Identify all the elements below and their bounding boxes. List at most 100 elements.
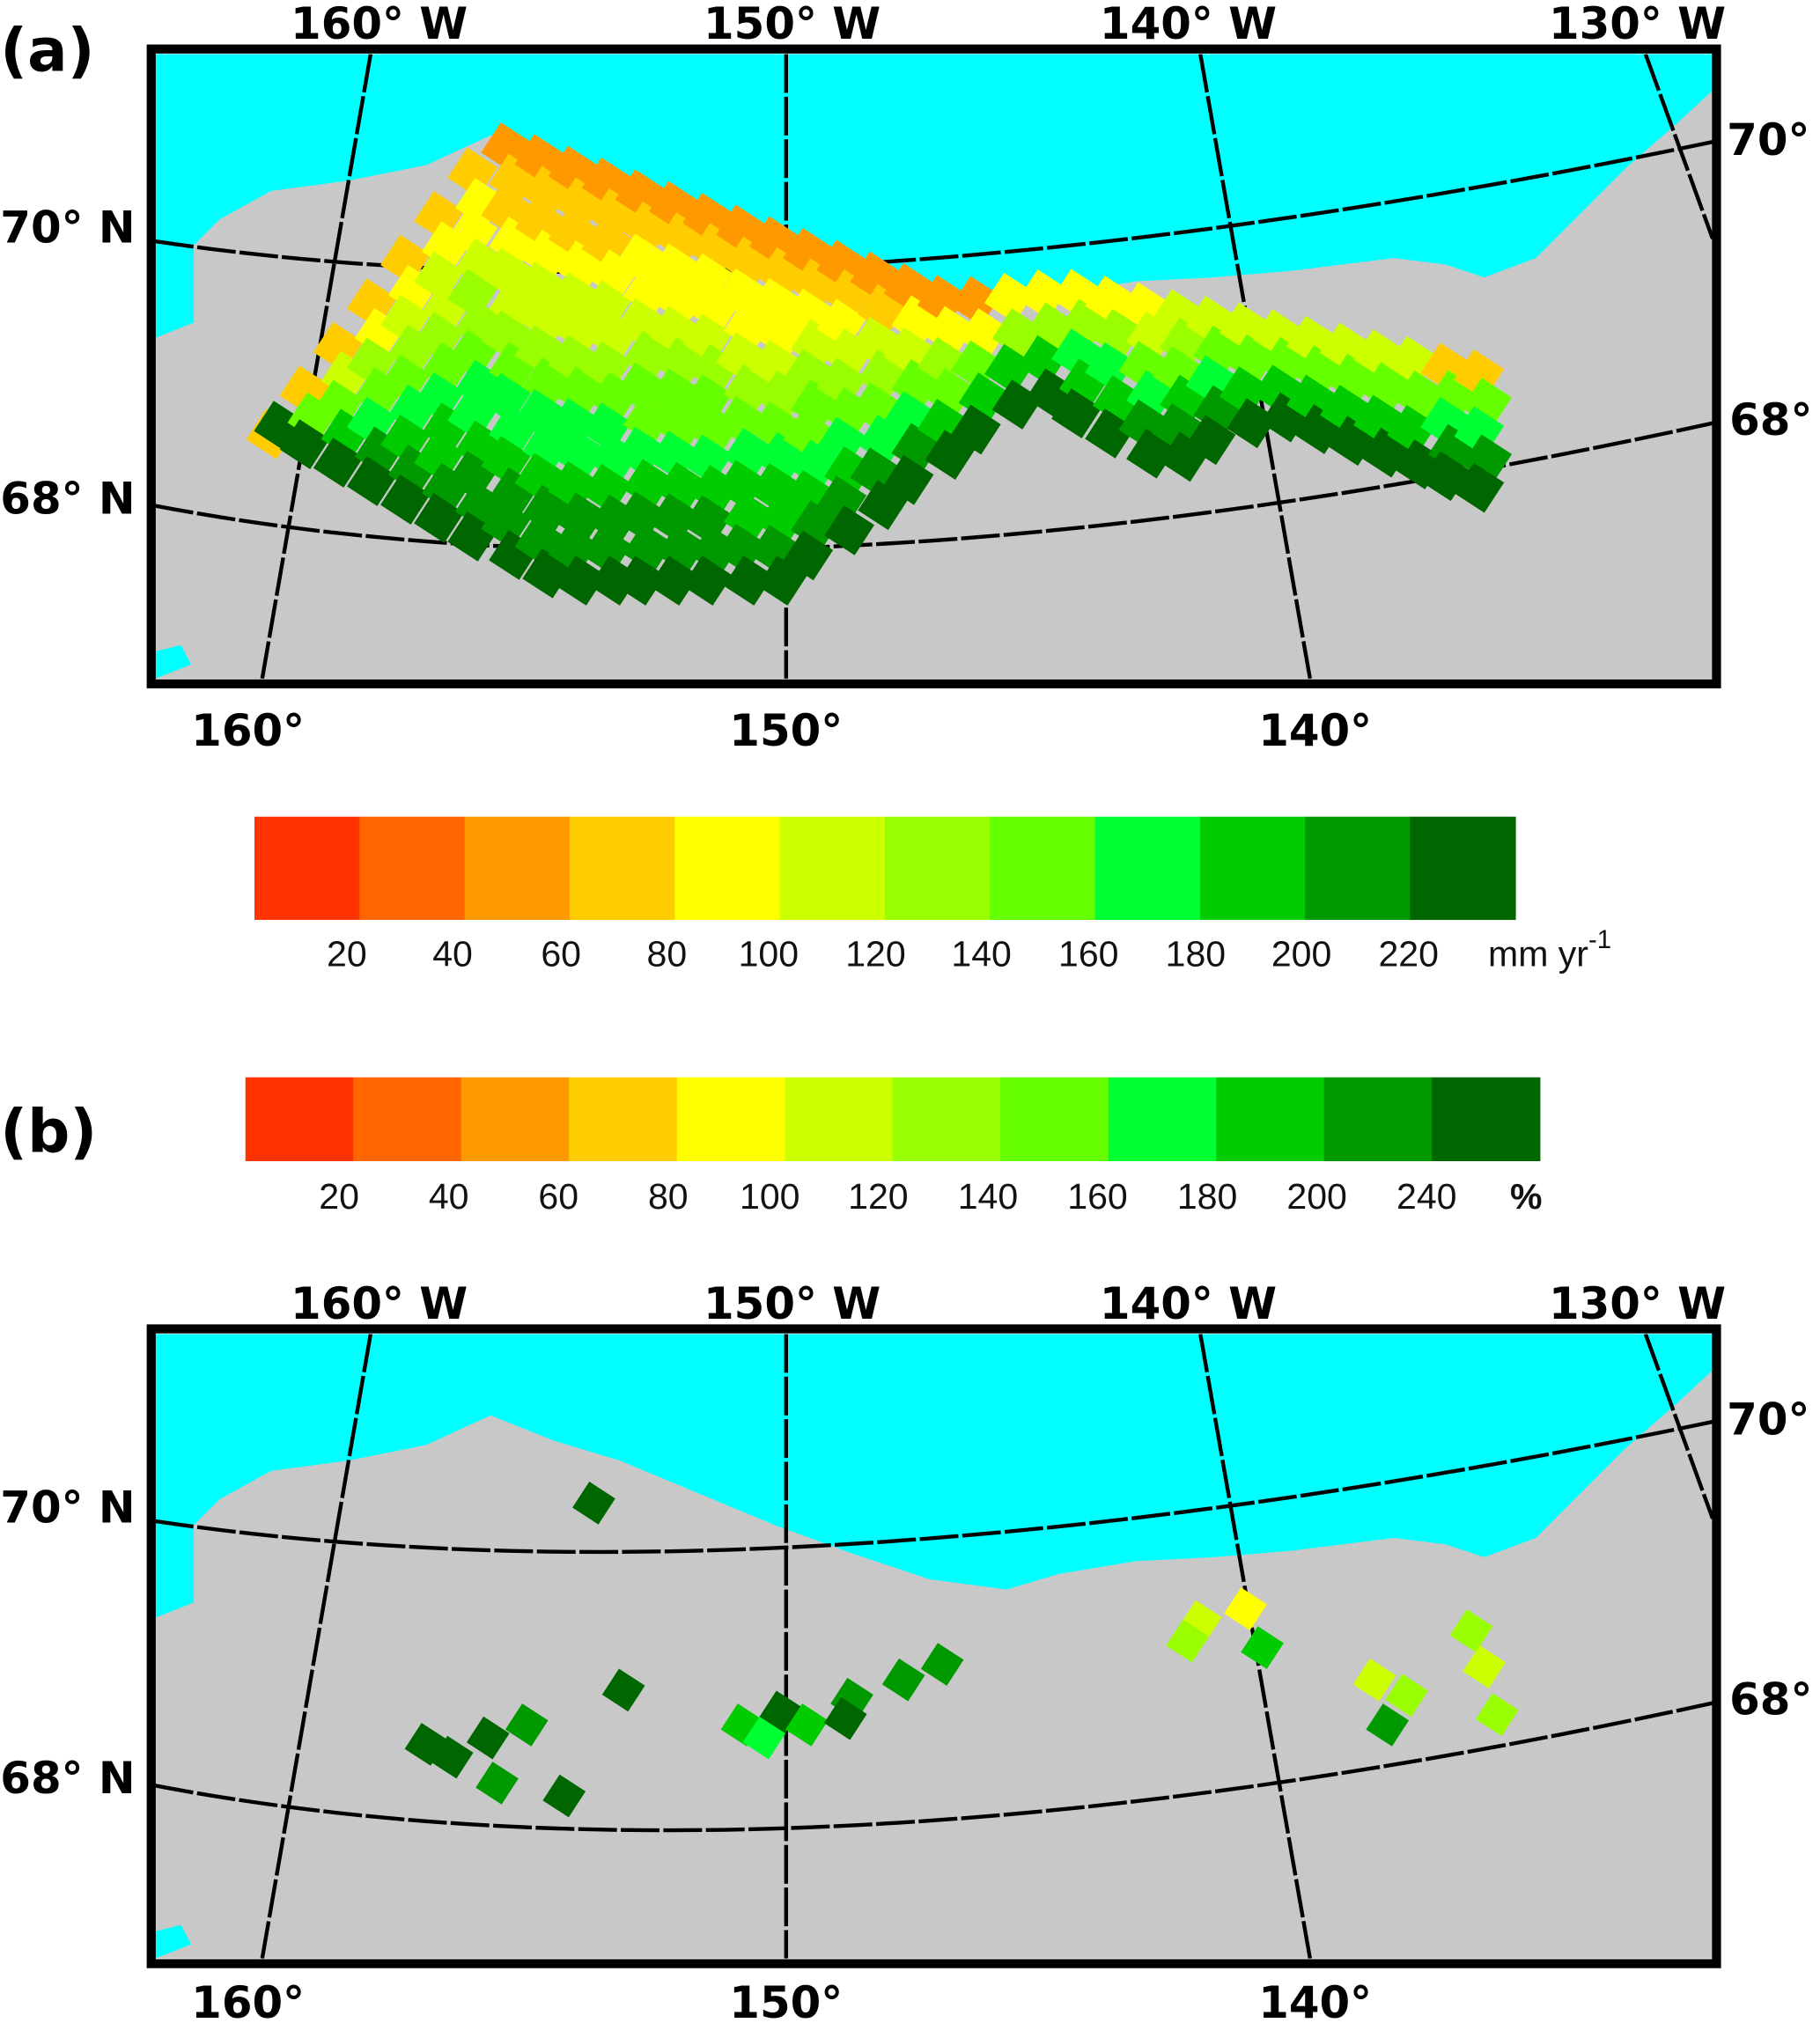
grid-cell (1385, 1674, 1429, 1718)
grid-cell (414, 493, 464, 543)
grid-cell (601, 1668, 645, 1712)
grid-cell (648, 430, 699, 482)
cb-a-tick: 220 (1378, 934, 1438, 975)
parallel-70n (155, 1419, 1713, 1555)
grid-cell (648, 555, 699, 606)
panel-b-label: (b) (0, 1097, 97, 1166)
colorbar-swatch (1410, 816, 1516, 920)
grid-cell (481, 436, 532, 486)
lat-right-68: 68° (1729, 1674, 1812, 1725)
grid-cell (950, 340, 1001, 391)
colorbar-swatch (884, 816, 991, 920)
cb-b-unit: % (1510, 1176, 1542, 1217)
lon-bottom-140: 140° (1258, 705, 1372, 756)
cb-a-tick: 180 (1166, 934, 1226, 975)
parallel-68n (155, 1701, 1713, 1833)
panel-a-label: (a) (0, 16, 94, 85)
grid-cell (313, 438, 364, 488)
grid-cell (984, 272, 1035, 323)
grid-cell (950, 276, 1001, 327)
grid-cell (1241, 1626, 1284, 1669)
ocean (155, 54, 1713, 338)
cb-a-tick: 140 (951, 934, 1011, 975)
colorbar-b (245, 1077, 1541, 1162)
panel-a-axis-labels: 160° W 150° W 140° W 130° W 160° 150° 14… (0, 0, 1812, 756)
lon-bottom-150: 150° (729, 705, 843, 756)
colorbar-swatch (892, 1077, 1001, 1162)
colorbar-a-ticks: 20 40 60 80 100 120 140 160 180 200 220 … (327, 925, 1611, 975)
meridian-130w (1643, 54, 1713, 239)
colorbar-swatch (1432, 1077, 1541, 1162)
cb-a-tick: 60 (541, 934, 581, 975)
colorbar-swatch (785, 1077, 894, 1162)
lon-bottom-140: 140° (1258, 1977, 1372, 2023)
panel-b-map (146, 1324, 1721, 1968)
grid-cell (881, 1658, 925, 1702)
cb-a-tick: 80 (647, 934, 688, 975)
cb-b-tick: 200 (1286, 1176, 1346, 1217)
grid-cell (785, 1703, 829, 1747)
map-frame (146, 44, 1721, 688)
lat-right-70: 70° (1727, 114, 1809, 166)
land-east (1471, 1422, 1713, 1629)
grid-cell (1224, 1587, 1267, 1630)
cb-b-tick: 60 (538, 1176, 578, 1217)
grid-cell (572, 1482, 615, 1525)
cb-b-tick: 160 (1067, 1176, 1127, 1217)
grid-cell (991, 379, 1043, 430)
grid-cell (615, 426, 666, 477)
grid-cell (466, 1716, 510, 1760)
lon-bottom-160: 160° (191, 1977, 305, 2023)
lon-bottom-150: 150° (729, 1977, 843, 2023)
land-east (1471, 142, 1713, 349)
cb-b-tick: 240 (1396, 1176, 1456, 1217)
panel-b-axis-labels: 160° W 150° W 140° W 130° W 160° 150° 14… (0, 1278, 1812, 2023)
colorbar-swatch (254, 816, 361, 920)
grid-cell (346, 456, 397, 506)
lat-label-68n: 68° N (0, 1753, 135, 1804)
grid-cell (615, 490, 666, 541)
grid-cell (1085, 408, 1136, 459)
colorbar-swatch (245, 1077, 354, 1162)
grid-cell (1476, 1693, 1519, 1737)
grid-cell (824, 504, 875, 555)
grid-cell (481, 372, 532, 423)
grid-cell (1454, 462, 1505, 513)
grid-cell (1166, 1619, 1209, 1663)
grid-cell (1227, 398, 1278, 449)
colorbar-swatch (1000, 1077, 1109, 1162)
grid-cell (1185, 415, 1236, 466)
colorbar-b-ticks: 20 40 60 80 100 120 140 160 180 200 240 … (319, 1176, 1542, 1217)
lat-right-68: 68° (1729, 394, 1812, 445)
colorbar-swatch (353, 1077, 462, 1162)
lon-label-140w: 140° W (1100, 0, 1277, 49)
grid-cell (1387, 404, 1437, 455)
lat-label-70n: 70° N (0, 202, 135, 254)
grid-cell (548, 398, 599, 448)
colorbar-swatch (461, 1077, 570, 1162)
colorbar-swatch (1094, 816, 1201, 920)
ocean-sw (155, 644, 192, 679)
grid-cell (716, 523, 766, 574)
colorbar-swatch (359, 816, 466, 920)
grid-cell (556, 555, 607, 606)
grid-cell (917, 275, 968, 326)
lat-label-68n: 68° N (0, 473, 135, 524)
grid-cell (430, 1735, 474, 1779)
grid-cell (542, 1774, 586, 1818)
grid-cell (1352, 1658, 1396, 1702)
grid-cell (1018, 269, 1068, 320)
cb-b-tick: 100 (740, 1176, 799, 1217)
grid-cell (723, 555, 774, 606)
grid-cell (1126, 428, 1176, 479)
grid-cell (1018, 335, 1068, 386)
colorbar-swatch (464, 816, 571, 920)
grid-cell (1366, 1703, 1410, 1747)
cb-a-tick: 200 (1271, 934, 1331, 975)
grid-cell (380, 474, 431, 525)
map-content (155, 1334, 1713, 1959)
lat-right-70: 70° (1727, 1394, 1809, 1446)
grid-cell (1449, 1609, 1493, 1652)
ocean-sw (155, 1924, 192, 1959)
grid-cells (404, 1482, 1519, 1818)
